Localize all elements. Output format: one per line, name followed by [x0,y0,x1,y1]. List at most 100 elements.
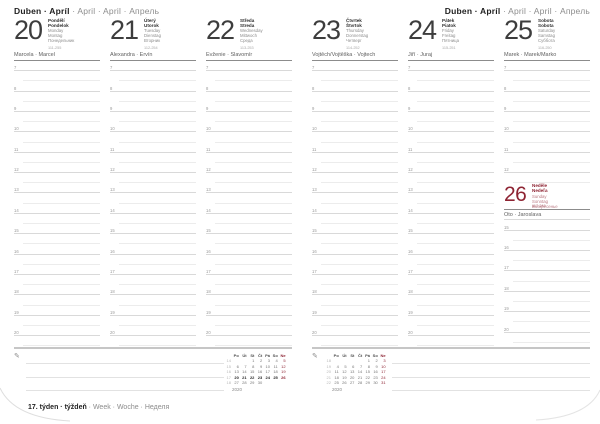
notes-line [26,378,224,392]
hour-label: 8 [504,85,507,91]
notes-line [392,364,590,378]
mini-date-cell: 30 [257,380,263,386]
hour-label: 12 [504,167,509,173]
hour-label: 12 [408,167,413,173]
hour-label: 16 [504,245,509,250]
half-hour-line [215,173,292,184]
hour-label: 16 [206,248,211,254]
hour-line: 11 [504,143,590,153]
half-hour-line [119,214,196,224]
hour-grid: 7 8 9 10 11 12 13 14 15 16 17 18 19 20 [110,61,196,347]
half-hour-line [513,251,590,262]
half-hour-line [119,275,196,286]
mini-date-cell: 2 [375,358,378,364]
mini-dow-header: St [250,353,255,358]
weekday-intl: Wednesday [240,28,263,34]
hour-line: 18 [110,285,196,296]
mini-dow-header: So [272,353,278,358]
hour-label: 8 [14,85,17,91]
hour-label: 15 [504,224,509,230]
hour-label: 20 [206,330,211,336]
hour-line: 12 [312,163,398,174]
half-hour-line [23,234,100,245]
hour-label: 10 [312,126,317,132]
hour-label: 13 [312,187,317,193]
hour-line: 14 [110,204,196,214]
half-hour-line [119,92,196,102]
hour-label: 14 [110,207,115,213]
hour-label: 7 [206,65,209,71]
half-hour-line [417,193,494,204]
hour-line: 13 [312,183,398,194]
half-hour-line [119,255,196,265]
hour-line: 19 [312,306,398,316]
hour-label: 20 [408,330,413,336]
mini-date-cell: 15 [249,369,255,375]
mini-dow-header: Po [333,353,339,358]
hour-line: 15 [504,220,590,231]
hour-line: 8 [14,81,100,92]
hour-label: 11 [110,146,115,152]
mini-week-number: 17 [226,374,231,380]
hour-label: 18 [110,289,115,295]
hour-label: 8 [206,85,209,91]
hour-label: 7 [408,65,411,71]
half-hour-line [23,173,100,184]
hour-label: 13 [206,187,211,193]
hour-label: 15 [14,228,19,234]
hour-label: 12 [14,167,19,173]
half-hour-line [417,153,494,163]
half-hour-line [513,333,590,343]
half-hour-line [119,295,196,306]
half-hour-line [321,316,398,326]
hour-line: 9 [408,102,494,112]
day-header: 23 Čtvrtek Štvrtok Thursday Donnerstag Четве… [312,17,398,51]
nameday-label: Oto · Jaroslava [504,210,590,221]
mini-date-cell: 26 [281,374,286,380]
hour-label: 20 [504,326,509,332]
mini-date-cell: 20 [349,374,355,380]
hour-line: 19 [408,306,494,316]
half-hour-line [321,295,398,306]
hour-label: 14 [408,207,413,213]
half-hour-line [513,132,590,143]
half-hour-line [513,153,590,163]
weekday-intl: Montag [48,33,63,39]
mini-date-cell: 21 [242,374,247,380]
hour-label: 18 [206,289,211,295]
mini-date-cell: 24 [381,374,386,380]
hour-line: 15 [110,224,196,235]
mini-date-cell: 17 [265,369,270,375]
hour-line: 16 [206,244,292,255]
hour-label: 9 [312,105,315,111]
nameday-label: Vojtěch/Vojtěška · Vojtech [312,52,398,61]
hour-line: 18 [14,285,100,296]
half-hour-line [417,112,494,123]
mini-date-cell: 12 [342,369,347,375]
weekday-local: Sobota [538,23,554,29]
weekday-intl: Saturday [538,28,556,34]
mini-week-number: 15 [226,363,231,369]
weekday-local: Utorok [144,23,159,29]
pencil-icon: ✎ [312,353,318,360]
half-hour-line [321,92,398,102]
hour-label: 7 [312,65,315,71]
hour-line: 15 [206,224,292,235]
half-hour-line [215,214,292,224]
weekday-local: Pátek [442,18,455,23]
hour-line: 19 [14,306,100,316]
hour-line: 19 [110,306,196,316]
hour-label: 18 [312,289,317,295]
mini-date-cell: 4 [336,363,339,369]
mini-date-cell: 8 [252,363,255,369]
half-hour-line [23,336,100,347]
hour-label: 9 [110,105,113,111]
half-hour-line [417,275,494,286]
day-number: 25 [504,15,533,45]
hour-line: 16 [408,244,494,255]
hour-line: 7 [14,61,100,72]
hour-line: 10 [206,122,292,133]
mini-date-cell: 3 [267,358,270,364]
mini-date-cell: 18 [334,374,339,380]
hour-label: 16 [14,248,19,254]
